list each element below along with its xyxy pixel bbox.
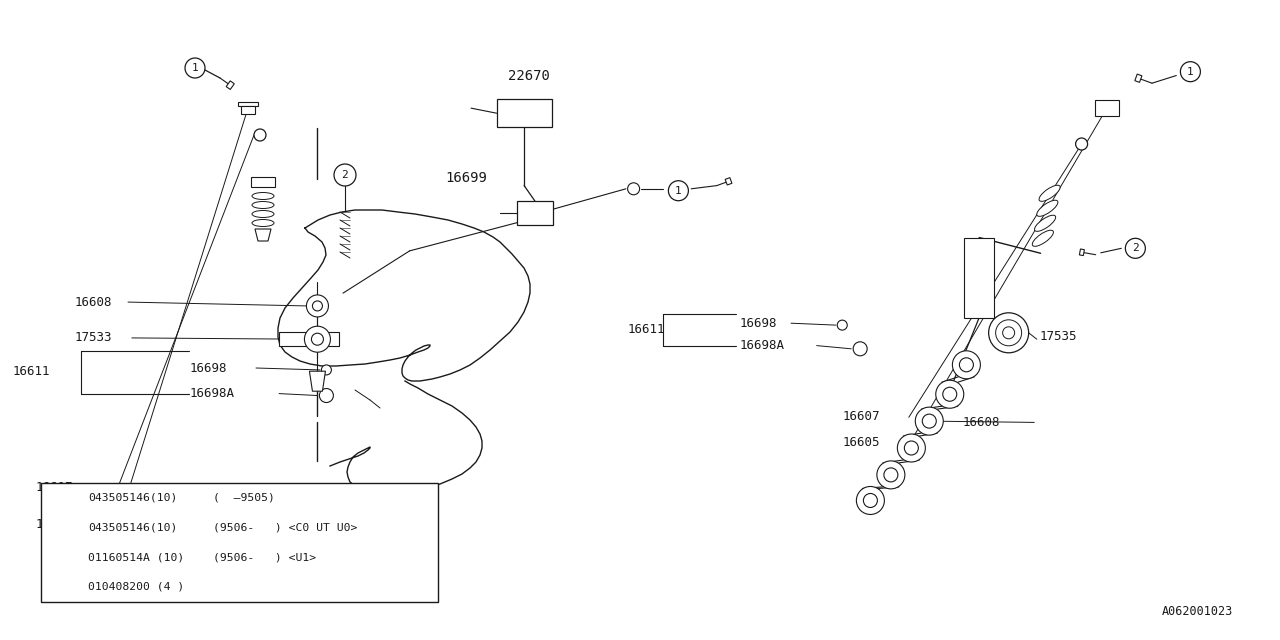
Text: 22670: 22670 <box>508 68 550 83</box>
Text: 16607: 16607 <box>36 481 73 494</box>
Polygon shape <box>251 177 275 187</box>
Polygon shape <box>41 483 438 602</box>
Circle shape <box>884 468 897 482</box>
Ellipse shape <box>252 220 274 227</box>
Circle shape <box>915 407 943 435</box>
Text: 16698: 16698 <box>189 362 227 374</box>
Text: 2: 2 <box>342 170 348 180</box>
Circle shape <box>943 387 956 401</box>
Text: 17535: 17535 <box>1039 330 1076 342</box>
Text: 16605: 16605 <box>36 518 73 531</box>
Text: 17533: 17533 <box>74 332 111 344</box>
Circle shape <box>312 301 323 311</box>
Text: 16608: 16608 <box>74 296 111 308</box>
Polygon shape <box>1096 100 1119 116</box>
Circle shape <box>996 320 1021 346</box>
Circle shape <box>952 351 980 379</box>
Text: 2: 2 <box>1132 243 1139 253</box>
Circle shape <box>854 342 867 356</box>
Circle shape <box>864 493 877 508</box>
Text: 1: 1 <box>192 63 198 73</box>
Polygon shape <box>497 99 552 127</box>
Text: B: B <box>76 552 81 562</box>
Text: 1: 1 <box>675 186 682 196</box>
Circle shape <box>253 129 266 141</box>
Polygon shape <box>255 229 271 241</box>
Ellipse shape <box>1032 230 1053 246</box>
Ellipse shape <box>252 193 274 200</box>
Ellipse shape <box>1037 200 1057 216</box>
Text: 16698A: 16698A <box>740 339 785 352</box>
Circle shape <box>988 313 1029 353</box>
Circle shape <box>321 365 332 375</box>
Text: (9506-   ) <C0 UT U0>: (9506- ) <C0 UT U0> <box>212 523 357 532</box>
Text: (  –9505): ( –9505) <box>212 493 275 503</box>
Text: 1: 1 <box>51 523 58 532</box>
Circle shape <box>856 486 884 515</box>
Circle shape <box>897 434 925 462</box>
Text: B: B <box>76 582 81 592</box>
Text: (9506-   ) <U1>: (9506- ) <U1> <box>212 552 316 562</box>
Text: 16608: 16608 <box>963 416 1000 429</box>
Circle shape <box>306 295 329 317</box>
Text: 16699: 16699 <box>445 171 488 185</box>
Circle shape <box>923 414 936 428</box>
Polygon shape <box>726 178 732 185</box>
Text: 1: 1 <box>1187 67 1194 77</box>
Text: S: S <box>76 523 81 532</box>
Circle shape <box>837 320 847 330</box>
Text: 16698A: 16698A <box>189 387 234 400</box>
Circle shape <box>320 388 333 403</box>
Circle shape <box>960 358 973 372</box>
Ellipse shape <box>1039 185 1060 202</box>
Text: S: S <box>76 493 81 503</box>
Text: 010408200 (4 ): 010408200 (4 ) <box>88 582 184 592</box>
Text: 16607: 16607 <box>842 410 879 422</box>
Ellipse shape <box>252 211 274 218</box>
Circle shape <box>877 461 905 489</box>
Polygon shape <box>310 371 325 391</box>
Circle shape <box>305 326 330 352</box>
Ellipse shape <box>252 202 274 209</box>
Circle shape <box>1075 138 1088 150</box>
Ellipse shape <box>1034 215 1056 231</box>
Circle shape <box>936 380 964 408</box>
Text: 043505146(10): 043505146(10) <box>88 493 178 503</box>
Polygon shape <box>227 81 234 90</box>
Polygon shape <box>964 237 995 317</box>
Text: A062001023: A062001023 <box>1161 605 1233 618</box>
Text: 16605: 16605 <box>842 436 879 449</box>
Polygon shape <box>279 332 339 346</box>
Polygon shape <box>241 106 255 114</box>
Text: 2: 2 <box>51 582 58 592</box>
Polygon shape <box>517 201 553 225</box>
Text: 16611: 16611 <box>13 365 50 378</box>
Polygon shape <box>1135 74 1142 83</box>
Circle shape <box>1002 327 1015 339</box>
Text: 043505146(10): 043505146(10) <box>88 523 178 532</box>
Polygon shape <box>238 102 259 106</box>
Text: 01160514A (10): 01160514A (10) <box>88 552 184 562</box>
Circle shape <box>905 441 918 455</box>
Text: 16611: 16611 <box>627 323 664 336</box>
Circle shape <box>627 183 640 195</box>
Text: 16698: 16698 <box>740 317 777 330</box>
Circle shape <box>311 333 324 345</box>
Polygon shape <box>1079 249 1084 255</box>
